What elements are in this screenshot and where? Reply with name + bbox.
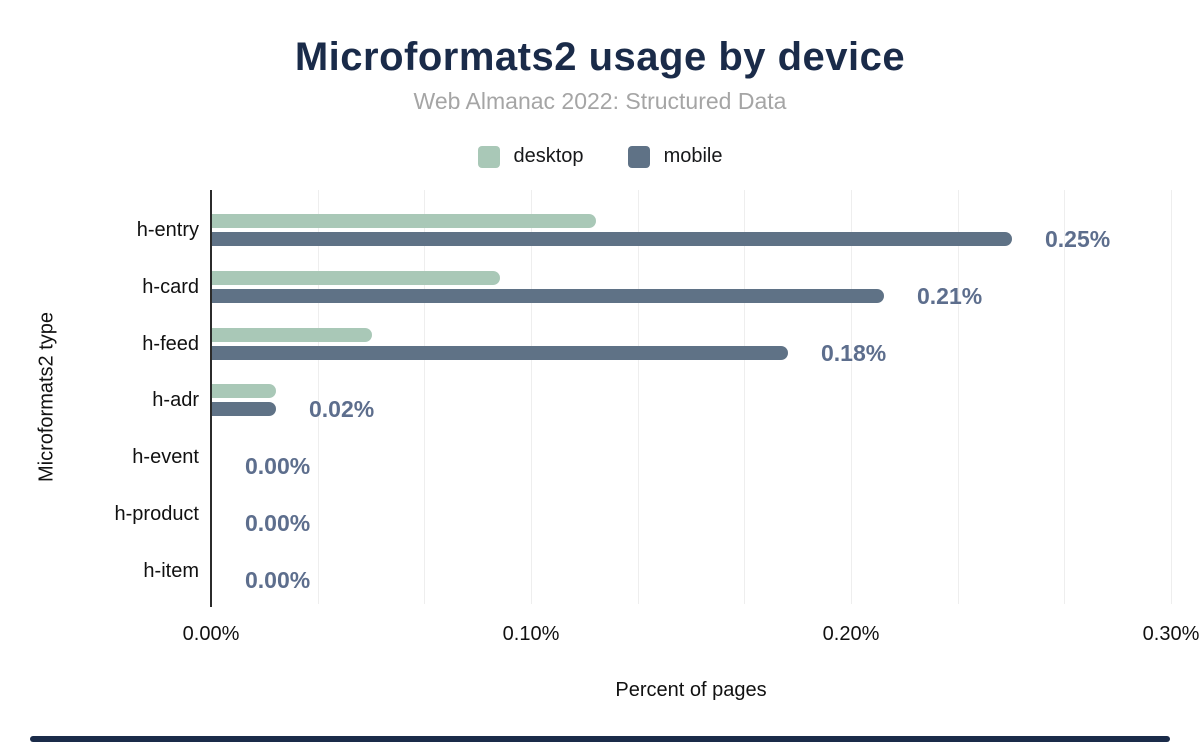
chart-subtitle: Web Almanac 2022: Structured Data bbox=[413, 88, 787, 114]
bar-mobile-h-adr bbox=[212, 402, 276, 417]
gridline bbox=[317, 190, 319, 604]
bar-mobile-h-feed bbox=[212, 345, 788, 360]
bar-desktop-h-entry bbox=[212, 214, 596, 228]
category-label: h-card bbox=[142, 275, 199, 298]
gridline bbox=[957, 190, 959, 604]
gridline bbox=[424, 190, 426, 604]
category-label: h-adr bbox=[152, 389, 199, 412]
x-tick-label: 0.20% bbox=[822, 623, 880, 645]
bar-value-label: 0.00% bbox=[245, 453, 311, 480]
x-tick-label: 0.10% bbox=[502, 623, 560, 645]
bar-value-label: 0.21% bbox=[917, 282, 983, 309]
gridline bbox=[637, 190, 639, 604]
bar-value-label: 0.18% bbox=[821, 339, 887, 366]
legend-swatch-desktop bbox=[477, 145, 500, 168]
footer-accent-bar bbox=[30, 736, 1170, 742]
legend-label-mobile: mobile bbox=[663, 145, 723, 167]
legend-swatch-mobile bbox=[627, 145, 650, 168]
legend-label-desktop: desktop bbox=[513, 145, 584, 167]
bar-value-label: 0.00% bbox=[245, 510, 311, 537]
x-axis-title: Percent of pages bbox=[615, 679, 767, 701]
bar-mobile-h-entry bbox=[212, 232, 1012, 246]
bar-value-label: 0.00% bbox=[245, 566, 311, 593]
category-label: h-event bbox=[132, 446, 199, 469]
legend: desktop mobile bbox=[0, 145, 1200, 168]
legend-item-mobile: mobile bbox=[627, 145, 723, 168]
bar-desktop-h-feed bbox=[212, 327, 372, 342]
bar-value-label: 0.02% bbox=[309, 396, 375, 423]
x-tick-label: 0.00% bbox=[182, 623, 240, 645]
category-label: h-item bbox=[143, 559, 199, 582]
gridline bbox=[744, 190, 746, 604]
gridline bbox=[1171, 190, 1172, 604]
chart-title: Microformats2 usage by device bbox=[294, 35, 906, 79]
y-axis-line bbox=[210, 190, 212, 607]
gridline bbox=[1064, 190, 1066, 604]
category-label: h-entry bbox=[136, 219, 199, 241]
category-label: h-product bbox=[114, 503, 200, 526]
bar-mobile-h-card bbox=[212, 288, 884, 303]
x-tick-label: 0.30% bbox=[1142, 623, 1200, 645]
bar-desktop-h-adr bbox=[212, 384, 276, 399]
legend-item-desktop: desktop bbox=[477, 145, 584, 168]
bar-value-label: 0.25% bbox=[1045, 226, 1111, 252]
gridline bbox=[851, 190, 852, 604]
category-label: h-feed bbox=[142, 332, 199, 355]
bar-desktop-h-card bbox=[212, 270, 500, 285]
gridline bbox=[531, 190, 532, 604]
